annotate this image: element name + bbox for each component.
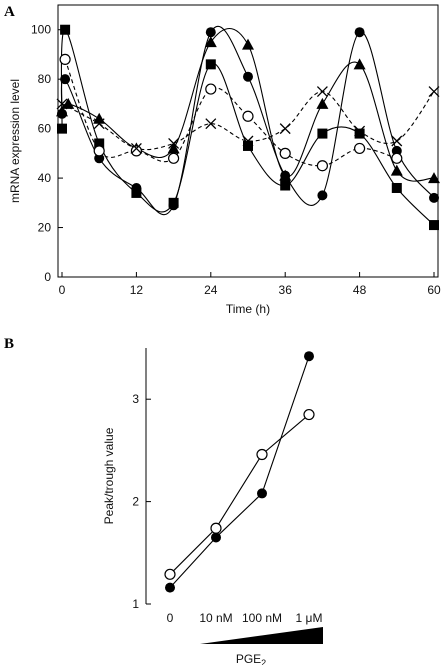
panel-a-series-5-point [56, 98, 68, 110]
panel-a-series-2-point [131, 182, 142, 193]
panel-a-y-tick-label: 40 [38, 171, 52, 185]
panel-b-series-2-point [303, 408, 315, 421]
panel-a-y-tick-label: 100 [31, 23, 51, 37]
panel-a-series-2-point [317, 190, 328, 201]
panel-a-series-3-point [56, 105, 68, 117]
panel-a-series-5-point [391, 135, 403, 147]
panel-a-y-tick-label: 0 [44, 270, 51, 284]
panel-a-series-5-point [93, 118, 105, 130]
panel-a-series-3-point [62, 97, 75, 109]
panel-a-series-2-point [60, 74, 71, 85]
panel-a-series-1-point [280, 180, 291, 191]
panel-a-series-5-point [130, 142, 142, 154]
panel-a-series-5-point [279, 123, 291, 135]
panel-a-series-2-point [205, 27, 216, 38]
panel-a-series-3-point [428, 172, 440, 184]
panel-b-x-tick-label: 10 nM [199, 611, 232, 625]
panel-a-x-tick-label: 36 [279, 283, 293, 297]
panel-a-series-3-point [242, 38, 254, 50]
panel-a-series-1-point [60, 24, 71, 35]
panel-a-series-3-point [390, 164, 403, 176]
panel-a-series-4-point [59, 53, 71, 66]
pge-label-subscript: 2 [261, 658, 266, 665]
panel-a-series-1-point [57, 123, 67, 134]
panel-a-series-1-point [391, 182, 402, 193]
panel-b-y-axis-label: Peak/trough value [102, 427, 116, 524]
panel-a-series-1-point [205, 59, 216, 70]
panel-a-series-1-point [354, 128, 365, 139]
panel-b-series-2-point [164, 568, 176, 580]
panel-a-series-1-line [60, 29, 435, 226]
panel-b-series-2-point [210, 522, 222, 534]
panel-a-x-tick-label: 48 [353, 283, 367, 297]
panel-b-x-axis-label: PGE2 [236, 652, 266, 665]
panel-b-y-tick-label: 2 [132, 495, 139, 509]
pge-label-text: PGE [236, 652, 261, 665]
panel-a-series-5-point [354, 125, 366, 137]
panel-a-x-axis-label: Time (h) [226, 302, 270, 316]
panel-a-y-tick-label: 80 [38, 72, 52, 86]
panel-a-series-4-line [64, 59, 397, 167]
panel-a-series-2-point [429, 192, 439, 203]
panel-b-y-tick-label: 1 [132, 597, 139, 611]
panel-a-series-5-point [205, 118, 217, 130]
panel-b-letter: B [4, 336, 14, 352]
panel-a-series-1-point [94, 138, 105, 149]
panel-a-series-2-point [243, 71, 253, 82]
panel-a-series-4-point [130, 145, 142, 157]
panel-b-series-2-line [169, 414, 310, 575]
panel-a-series-4-point [168, 152, 180, 164]
panel-a-series-3-point [167, 142, 180, 154]
panel-a-series-4-point [391, 152, 403, 164]
concentration-gradient-wedge [200, 627, 323, 644]
panel-a-series-1-point [243, 140, 253, 151]
panel-a-series-2-point [168, 200, 179, 211]
panel-a-series-5-point [428, 86, 440, 98]
panel-a-letter: A [4, 4, 15, 20]
panel-a-series-4-point [354, 142, 366, 155]
panel-a-x-tick-label: 60 [427, 283, 441, 297]
panel-b-series-1-point [165, 582, 175, 593]
panel-b-x-tick-label: 1 μM [296, 611, 323, 625]
panel-a-series-5-point [316, 86, 328, 98]
panel-b-x-tick-label: 0 [167, 611, 174, 625]
panel-a-series-3-point [353, 58, 366, 70]
panel-a-series-5-point [242, 135, 254, 147]
panel-a-series-1-point [429, 220, 439, 231]
panel-b-series-1-point [211, 532, 221, 543]
panel-a-y-tick-label: 60 [38, 122, 52, 136]
panel-b-series-1-line [169, 356, 310, 588]
panel-b-x-tick-label: 100 nM [242, 611, 282, 625]
panel-a-series-3-point [204, 36, 217, 48]
panel-b-series-1-point [304, 351, 314, 362]
panel-a-series-4-point [93, 145, 105, 157]
panel-a-series-4-point [279, 147, 291, 159]
panel-a-series-3-point [93, 112, 106, 124]
panel-a-series-3-point [279, 169, 292, 181]
panel-a-series-1-point [317, 128, 328, 139]
panel-a-series-3-point [316, 97, 329, 109]
panel-b-series-1-point [257, 488, 267, 499]
panel-a-y-axis-label: mRNA expression level [8, 79, 22, 203]
panel-a-y-tick-label: 20 [38, 221, 52, 235]
panel-b-chart: 123 0 10 nM 100 nM 1 μM PGE2 Peak/trough va… [102, 348, 323, 665]
panel-a-series-5-point [168, 138, 180, 149]
panel-a-x-tick-label: 24 [204, 283, 218, 297]
panel-a-x-tick-label: 0 [59, 283, 66, 297]
panel-b-y-tick-label: 3 [132, 392, 139, 406]
panel-a-chart: 0 20 40 60 80 100 0 12 24 36 48 60 Time (h) mRNA e… [8, 4, 441, 316]
panel-b-series-2-point [256, 448, 268, 461]
panel-a-series-4-point [242, 110, 254, 122]
panel-a-x-tick-label: 12 [130, 283, 144, 297]
panel-a-series-4-point [316, 160, 328, 172]
panel-a-series-4-point [205, 83, 217, 95]
panel-a-frame [57, 4, 439, 278]
panel-a-series-2-point [354, 27, 365, 38]
